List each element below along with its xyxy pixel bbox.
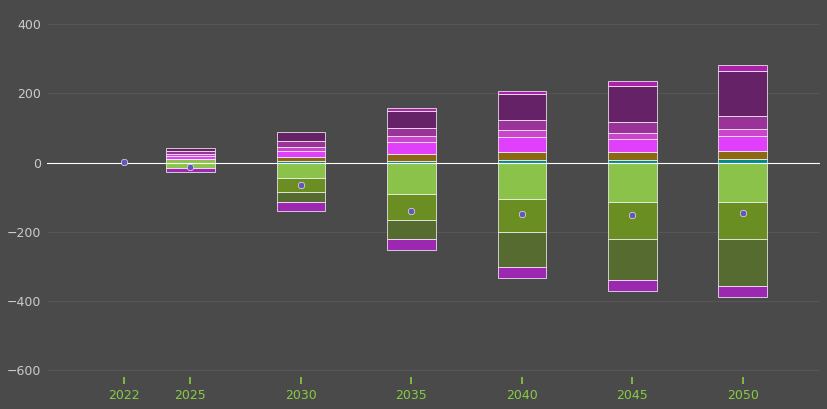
Bar (608, 152, 657, 160)
Point (736, 209, 749, 216)
Bar (719, 285, 767, 297)
Bar (498, 137, 546, 152)
Bar (608, 202, 657, 239)
Bar (498, 130, 546, 137)
Bar (166, 151, 215, 154)
Bar (719, 71, 767, 116)
Bar (608, 81, 657, 85)
Bar (498, 91, 546, 94)
Bar (166, 168, 215, 172)
Bar (276, 178, 325, 192)
Bar (387, 161, 436, 163)
Bar (276, 132, 325, 141)
Bar (608, 160, 657, 163)
Bar (498, 120, 546, 130)
Bar (276, 163, 325, 178)
Point (294, 182, 308, 189)
Bar (608, 85, 657, 122)
Bar (387, 142, 436, 154)
Bar (387, 239, 436, 250)
Bar (498, 94, 546, 120)
Bar (276, 192, 325, 202)
Bar (166, 159, 215, 163)
Bar (719, 151, 767, 159)
Bar (608, 239, 657, 280)
Bar (387, 108, 436, 111)
Bar (498, 160, 546, 163)
Bar (387, 111, 436, 128)
Bar (166, 148, 215, 151)
Point (404, 208, 418, 214)
Point (184, 164, 197, 170)
Bar (387, 194, 436, 220)
Bar (276, 202, 325, 211)
Point (515, 211, 528, 217)
Bar (387, 220, 436, 239)
Bar (166, 154, 215, 156)
Bar (608, 122, 657, 133)
Bar (166, 163, 215, 168)
Bar (608, 163, 657, 202)
Bar (719, 163, 767, 202)
Bar (498, 267, 546, 278)
Bar (719, 159, 767, 163)
Bar (719, 239, 767, 285)
Bar (608, 280, 657, 292)
Point (117, 159, 131, 165)
Bar (276, 147, 325, 151)
Bar (387, 128, 436, 136)
Bar (608, 133, 657, 139)
Bar (498, 232, 546, 267)
Bar (719, 116, 767, 130)
Point (626, 211, 639, 218)
Bar (498, 152, 546, 160)
Bar (166, 156, 215, 159)
Bar (498, 199, 546, 232)
Bar (498, 163, 546, 199)
Bar (719, 136, 767, 151)
Bar (387, 154, 436, 161)
Bar (719, 130, 767, 136)
Bar (387, 163, 436, 194)
Bar (387, 136, 436, 142)
Bar (276, 151, 325, 157)
Bar (719, 202, 767, 239)
Bar (276, 157, 325, 161)
Bar (719, 65, 767, 71)
Bar (276, 161, 325, 163)
Bar (608, 139, 657, 152)
Bar (276, 141, 325, 147)
